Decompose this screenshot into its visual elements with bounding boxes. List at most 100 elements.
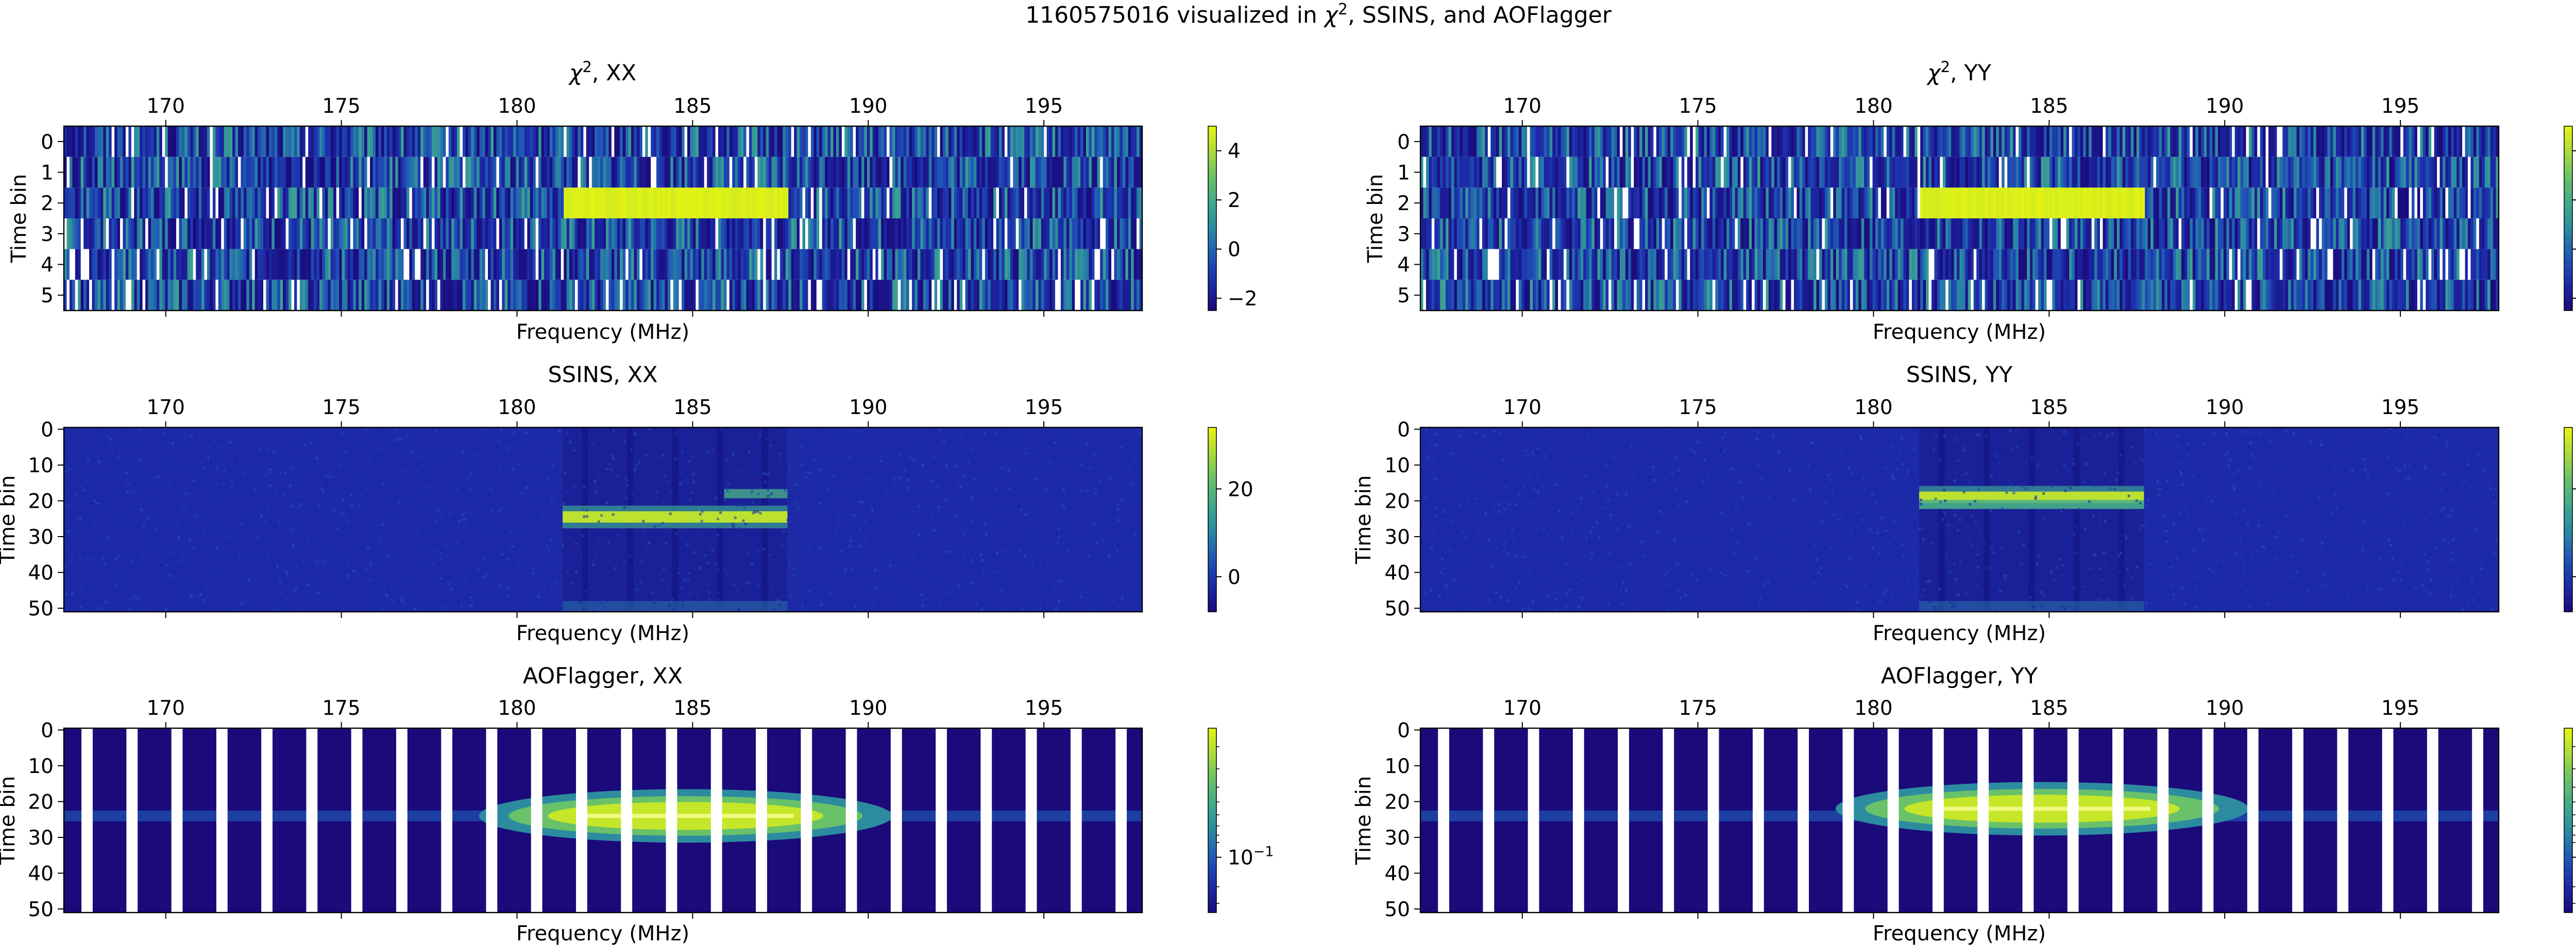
y-tick-label: 3 [1397,223,1410,246]
x-tick-label: 195 [2381,697,2419,720]
x-tick-label: 175 [1679,95,1717,118]
x-tick-label: 190 [2206,697,2244,720]
panel-title: AOFlagger, XX [523,663,683,689]
flag-stripe [1707,728,1719,913]
flag-stripe [1887,728,1899,913]
y-tick-label: 0 [1397,131,1410,154]
y-tick-label: 1 [1397,162,1410,185]
panel-title: χ2, XX [568,58,636,86]
x-tick-label: 190 [2206,95,2244,118]
flag-stripe [1070,728,1082,913]
panel-ssins-xx: SSINS, XX 170 175 180 185 190 19501020304050 … [0,362,1253,645]
x-tick-label: 195 [2381,396,2419,419]
y-tick-label: 0 [1397,418,1410,441]
flag-stripe [1842,728,1854,913]
y-tick-label: 0 [1397,719,1410,742]
x-tick-label: 170 [146,697,184,720]
x-tick-label: 170 [146,95,184,118]
x-tick-label: 190 [849,95,887,118]
colorbar-fill [2564,126,2573,311]
x-axis-label: Frequency (MHz) [1873,320,2046,344]
flag-stripe [710,728,722,913]
flag-stripe [1618,728,1629,913]
panel-title: SSINS, YY [1906,362,2013,388]
figure-title-sup: 2 [1338,1,1348,19]
y-tick-label: 40 [1384,562,1410,585]
x-tick-label: 180 [1854,95,1892,118]
panel-title-after: , XX [592,60,636,86]
panel-title: AOFlagger, YY [1881,663,2038,689]
flag-stripe [1977,728,1989,913]
flag-stripe [486,728,498,913]
flag-stripe [1752,728,1764,913]
x-tick-label: 190 [2206,396,2244,419]
x-tick-label: 185 [673,396,711,419]
x-tick-label: 175 [322,396,360,419]
x-tick-label: 180 [1854,396,1892,419]
y-axis-label: Time bin [1352,475,1376,564]
x-tick-label: 185 [673,697,711,720]
colorbar-tick-label: −2 [1228,287,1258,311]
flag-stripe [2292,728,2303,913]
y-tick-label: 10 [28,454,54,477]
y-tick-label: 1 [41,162,54,185]
x-tick-label: 195 [1025,697,1063,720]
flag-stripe [621,728,633,913]
x-tick-label: 180 [498,95,536,118]
flag-stripe [1528,728,1539,913]
flag-stripe [1663,728,1674,913]
y-tick-label: 0 [41,719,54,742]
x-tick-label: 180 [1854,697,1892,720]
figure-title-id: 1160575016 [1025,2,1170,28]
panel-title-base: χ [568,60,583,86]
x-tick-label: 185 [2030,396,2068,419]
heatmap-area: 170 175 180 185 190 195 0 1 2 3 4 5 [41,95,1143,317]
flag-stripe [171,728,183,913]
x-tick-label: 180 [498,697,536,720]
colorbar: 020 [1208,427,1253,612]
colorbar-tick-label: 0 [1228,238,1241,262]
colorbar: 020 [2564,427,2576,612]
heatmap-cells [1420,126,2499,311]
panel-title-after: , YY [1950,60,1992,86]
heatmap-area: 170 175 180 185 190 195 0 1 2 3 4 5 [1397,95,2500,317]
x-tick-label: 190 [849,396,887,419]
flag-stripe [1438,728,1449,913]
flag-stripe [216,728,228,913]
x-tick-label: 185 [2030,697,2068,720]
y-tick-label: 5 [41,284,54,307]
y-tick-label: 10 [1384,755,1410,778]
axes-frame [1419,125,2500,312]
y-tick-label: 0 [41,418,54,441]
flagged-channels [81,728,1127,913]
colorbar-tick-label: 10−1 [1228,844,1274,870]
y-tick-label: 3 [41,223,54,246]
x-tick-label: 190 [849,697,887,720]
y-tick-label: 50 [28,597,54,621]
heatmap-cells [64,427,1142,612]
x-tick-label: 170 [1503,396,1541,419]
flag-stripe [2202,728,2214,913]
flag-stripe [396,728,408,913]
x-tick-label: 175 [322,697,360,720]
flag-stripe [1798,728,1809,913]
x-tick-label: 170 [1503,95,1541,118]
x-tick-label: 170 [1503,697,1541,720]
panel-title: χ2, YY [1926,58,1992,86]
colorbar: 10−1 [1208,728,1274,913]
colorbar-tick-label: 4 [1228,140,1241,163]
y-tick-label: 4 [41,254,54,277]
colorbar-fill [1208,126,1217,311]
x-tick-label: 170 [146,396,184,419]
y-tick-label: 30 [1384,526,1410,549]
colorbar-fill [2564,427,2573,612]
flag-stripe [2472,728,2484,913]
y-axis-label: Time bin [0,475,20,564]
flag-stripe [1572,728,1584,913]
flag-stripe [756,728,767,913]
flag-stripe [2337,728,2349,913]
